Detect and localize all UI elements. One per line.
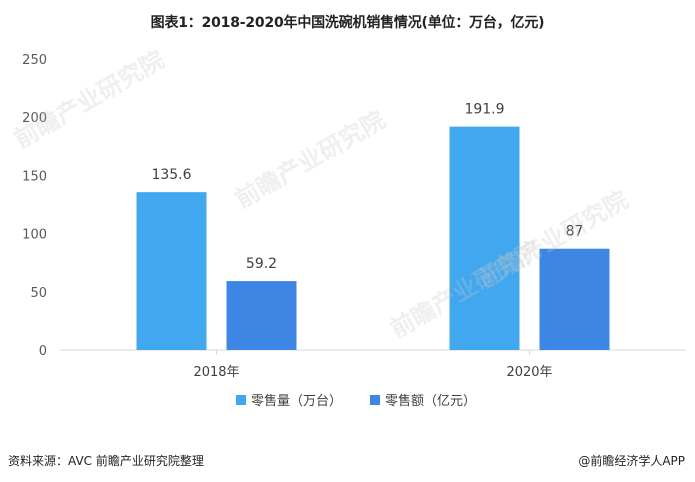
y-tick-label: 200: [22, 111, 47, 126]
data-label: 191.9: [464, 102, 504, 118]
y-tick-label: 50: [30, 286, 47, 301]
data-label: 135.6: [151, 167, 191, 183]
y-tick-label: 150: [22, 169, 47, 184]
y-tick-label: 250: [22, 53, 47, 68]
x-tick-label: 2018年: [193, 365, 239, 380]
data-label: 87: [566, 224, 584, 240]
data-label: 59.2: [246, 256, 277, 272]
footer-brand: @前瞻经济学人APP: [578, 454, 685, 468]
y-tick-label: 0: [39, 344, 47, 359]
bar: [449, 126, 520, 350]
bar: [136, 192, 207, 350]
y-tick-label: 100: [22, 228, 47, 243]
bar: [226, 281, 297, 350]
chart-title: 图表1：2018-2020年中国洗碗机销售情况(单位：万台，亿元): [150, 15, 545, 31]
legend-label: 零售量（万台）: [251, 393, 342, 409]
x-tick-label: 2020年: [506, 365, 552, 380]
legend-label: 零售额（亿元）: [385, 393, 476, 409]
bar: [539, 248, 610, 350]
legend-swatch: [370, 395, 380, 405]
footer-source: 资料来源：AVC 前瞻产业研究院整理: [8, 454, 204, 468]
legend-swatch: [236, 395, 246, 405]
